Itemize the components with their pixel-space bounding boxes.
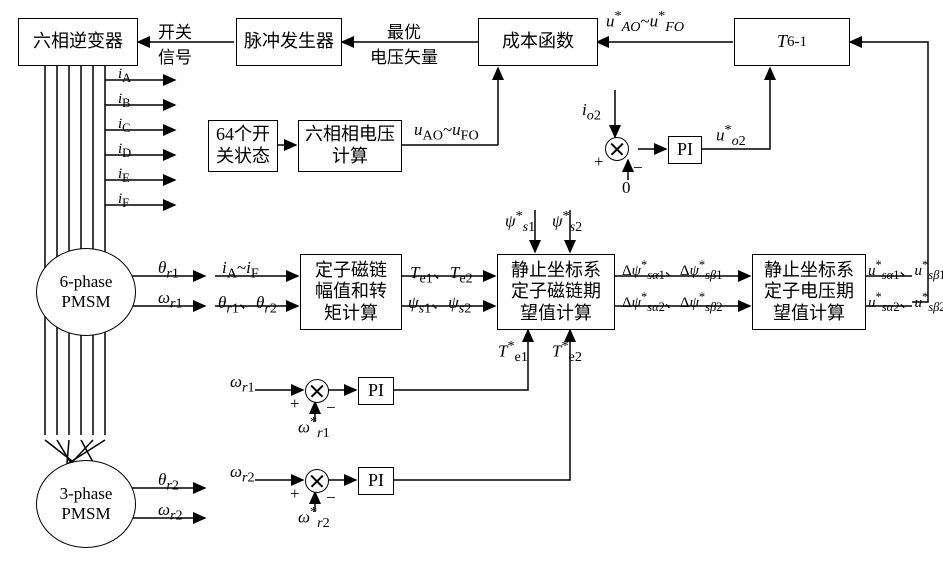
- te1s-label: T*e1: [498, 338, 528, 366]
- ps2s-label: ψ*s2: [552, 208, 582, 236]
- pi-uo2-block: PI: [668, 136, 702, 164]
- pulsegen-block: 脉冲发生器: [236, 18, 342, 66]
- te12-label: Te1、Te2: [410, 258, 473, 287]
- pi-wr2-block: PI: [358, 467, 394, 495]
- id-label: iD: [118, 141, 131, 161]
- uaofo-star-label: u*AO~u*FO: [606, 8, 684, 36]
- voltref-block: 静止坐标系 定子电压期 望值计算: [752, 254, 866, 330]
- dpsi2-label: Δψ*sα2、Δψ*sβ2: [622, 290, 723, 315]
- minus-wr2: −: [326, 488, 336, 508]
- wr2s-label: ω*r2: [298, 504, 330, 532]
- plus-wr1: +: [290, 394, 300, 414]
- flux-block: 定子磁链 幅值和转 矩计算: [300, 254, 402, 330]
- pmsm6-circle: 6-phase PMSM: [36, 248, 136, 336]
- us2-label: u*sα2、u*sβ2: [868, 290, 943, 315]
- zero-label: 0: [622, 178, 631, 198]
- tr1-label: θr1: [158, 258, 179, 282]
- cost-block: 成本函数: [478, 18, 598, 66]
- us1-label: u*sα1、u*sβ1: [868, 258, 943, 283]
- ib-label: iB: [118, 91, 131, 111]
- io2-label: io2: [582, 100, 601, 124]
- tr12-label: θr1、θr2: [218, 288, 277, 317]
- inverter-block: 六相逆变器: [18, 18, 138, 66]
- optv-label: 最优 电压矢量: [370, 18, 438, 68]
- plus-wr2: +: [290, 484, 300, 504]
- pi-wr1-block: PI: [358, 377, 394, 405]
- vphase-block: 六相相电压 计算: [298, 120, 402, 172]
- sw64-block: 64个开 关状态: [208, 120, 278, 172]
- plus-io2: +: [594, 152, 604, 172]
- uo2-label: u*o2: [716, 122, 746, 150]
- tr2-label: θr2: [158, 470, 179, 494]
- te2s-label: T*e2: [552, 338, 582, 366]
- wr2-label: ωr2: [158, 500, 183, 524]
- ie-label: iE: [118, 166, 130, 186]
- if-label: iF: [118, 191, 129, 211]
- fluxref-block: 静止坐标系 定子磁链期 望值计算: [497, 254, 615, 330]
- minus-wr1: −: [326, 398, 336, 418]
- t6-block: T6-1: [734, 18, 850, 66]
- sum-io2: [605, 137, 629, 161]
- wr1s-label: ω*r1: [298, 414, 330, 442]
- wr2-in-label: ωr2: [230, 462, 255, 486]
- ps1s-label: ψ*s1: [505, 208, 535, 236]
- wr1-in-label: ωr1: [230, 372, 255, 396]
- pmsm3-circle: 3-phase PMSM: [36, 460, 136, 548]
- uaofo-label: uAO~uFO: [414, 120, 479, 144]
- wr1-label: ωr1: [158, 288, 183, 312]
- dpsi1-label: Δψ*sα1、Δψ*sβ1: [622, 258, 723, 283]
- ps12-label: ψs1、ψs2: [408, 288, 471, 317]
- ic-label: iC: [118, 116, 131, 136]
- iaif-label: iA~iF: [222, 258, 259, 282]
- ia-label: iA: [118, 66, 131, 86]
- switch-label: 开关 信号: [158, 18, 192, 68]
- minus-io2: −: [633, 158, 643, 178]
